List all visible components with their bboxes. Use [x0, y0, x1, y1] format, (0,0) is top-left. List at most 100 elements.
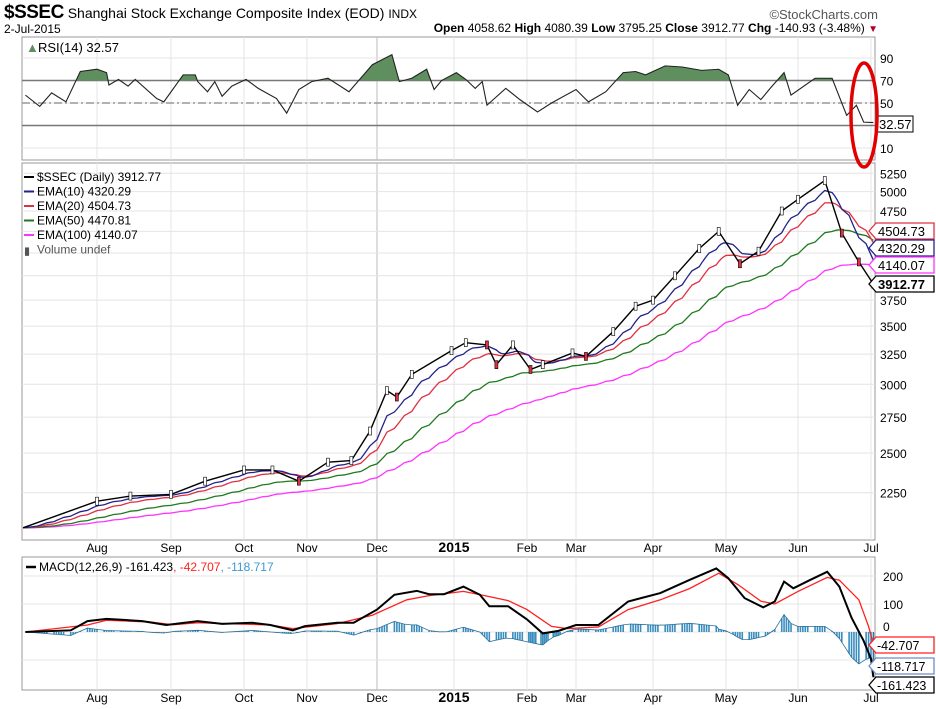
- rsi-legend: RSI(14) 32.57: [38, 40, 119, 55]
- price-tick-label: 3750: [880, 294, 907, 308]
- price-candle: [822, 176, 827, 185]
- price-candle: [584, 352, 588, 361]
- symbol: $SSEC: [4, 2, 64, 23]
- x-tick-label: Mar: [566, 691, 587, 705]
- histogram-last-value-tag: [868, 657, 935, 675]
- x-tick-label: Sep: [160, 691, 182, 705]
- price-candle: [738, 259, 742, 269]
- price-tick-label: 5000: [880, 186, 907, 200]
- price-candle: [857, 257, 861, 267]
- x-tick-label: Apr: [644, 541, 663, 555]
- ema50-line: [22, 229, 874, 529]
- price-candle: [463, 338, 468, 347]
- x-tick-label: Oct: [235, 541, 254, 555]
- price-candle: [409, 370, 414, 379]
- triangle-down-icon: ▼: [868, 24, 878, 35]
- price-candle: [349, 456, 354, 465]
- x-tick-label: Nov: [296, 541, 317, 555]
- price-tick-label: 4750: [880, 205, 907, 219]
- ema10-last-value-tag: [868, 239, 935, 257]
- price-candle: [511, 340, 515, 350]
- ohlc-summary: Open 4058.62 High 4080.39 Low 3795.25 Cl…: [434, 21, 878, 35]
- price-candle: [385, 386, 389, 395]
- rsi-icon: ▲: [26, 40, 39, 55]
- price-candle: [128, 491, 133, 501]
- index-name: Shanghai Stock Exchange Composite Index …: [67, 5, 385, 21]
- price-candle: [716, 227, 721, 236]
- close-label: Close: [665, 21, 698, 35]
- price-candle: [839, 228, 844, 238]
- watermark: ©StockCharts.com: [769, 7, 878, 22]
- x-tick-label: Dec: [366, 691, 387, 705]
- x-tick-label: May: [715, 541, 738, 555]
- macd-line: [25, 567, 875, 678]
- price-candle: [796, 194, 800, 204]
- price-last-value: 3912.77: [878, 277, 925, 292]
- price-candle: [270, 465, 275, 475]
- price-candle: [368, 426, 372, 436]
- price-candle: [326, 457, 330, 467]
- price-candle: [528, 365, 533, 374]
- open-label: Open: [433, 21, 465, 35]
- price-tick-label: 2250: [880, 487, 907, 501]
- price-candle: [779, 206, 784, 216]
- ema100-legend-label: EMA(100) 4140.07: [37, 228, 138, 242]
- x-tick-label: Apr: [644, 691, 663, 705]
- price-tick-label: 2500: [880, 447, 907, 461]
- price-panel: [21, 162, 876, 541]
- x-tick-label: Feb: [517, 541, 538, 555]
- rsi-last-value: 32.57: [879, 117, 912, 132]
- low-value: 3795.25: [618, 21, 662, 35]
- price-candle: [697, 244, 702, 253]
- price-last-value-tag: [868, 275, 935, 293]
- rsi-tick-label: 90: [880, 52, 894, 66]
- macd-tick-label: 200: [883, 570, 903, 584]
- ema20-last-value-tag: [868, 222, 935, 240]
- ema20-line: [22, 202, 874, 529]
- ema20-legend-label: EMA(20) 4504.73: [37, 199, 131, 213]
- chg-label: Chg: [748, 21, 772, 35]
- close-value: 3912.77: [701, 21, 745, 35]
- price-candle: [651, 295, 655, 305]
- high-value: 4080.39: [544, 21, 588, 35]
- price-candle: [673, 271, 677, 281]
- high-label: High: [514, 21, 542, 35]
- price-candle: [395, 392, 399, 402]
- ema20-last-value: 4504.73: [878, 224, 925, 239]
- price-candle: [485, 340, 489, 350]
- x-tick-label: Aug: [86, 541, 107, 555]
- price-candle: [242, 465, 246, 475]
- price-candle: [633, 301, 638, 311]
- histogram-last-value: -118.717: [877, 660, 925, 674]
- macd-tick-label: 100: [883, 598, 903, 612]
- date: 2-Jul-2015: [4, 22, 61, 36]
- rsi-panel: [21, 36, 876, 161]
- chart-title: $SSEC Shanghai Stock Exchange Composite …: [4, 2, 417, 24]
- macd-legend-macd: -161.423: [122, 560, 173, 574]
- x-tick-label: Dec: [366, 541, 387, 555]
- x-tick-label: May: [715, 691, 738, 705]
- volume-icon: ▮: [24, 246, 30, 258]
- price-legend-label: $SSEC (Daily) 3912.77: [37, 170, 161, 184]
- annotation-ellipse: [849, 61, 879, 169]
- price-tick-label: 3250: [880, 348, 907, 362]
- price-tick-label: 2750: [880, 411, 907, 425]
- price-tick-label: 5250: [880, 167, 907, 181]
- macd-last-value-tag: [868, 676, 935, 694]
- price-candle: [540, 360, 545, 369]
- macd-legend-histogram: , -118.717: [220, 560, 273, 574]
- x-tick-label: Jul: [863, 691, 878, 705]
- price-candle: [297, 476, 301, 486]
- signal-last-value: -42.707: [877, 639, 919, 653]
- price-candle: [449, 346, 454, 355]
- x-tick-label: Sep: [160, 541, 182, 555]
- macd-legend-signal: , -42.707: [173, 560, 221, 574]
- macd-last-value: -161.423: [877, 679, 926, 693]
- ema10-legend-label: EMA(10) 4320.29: [37, 185, 131, 199]
- price-candle: [494, 360, 499, 369]
- macd-legend: MACD(12,26,9) -161.423, -42.707, -118.71…: [39, 560, 274, 574]
- x-tick-label: Jun: [788, 691, 807, 705]
- exchange: INDX: [388, 7, 417, 21]
